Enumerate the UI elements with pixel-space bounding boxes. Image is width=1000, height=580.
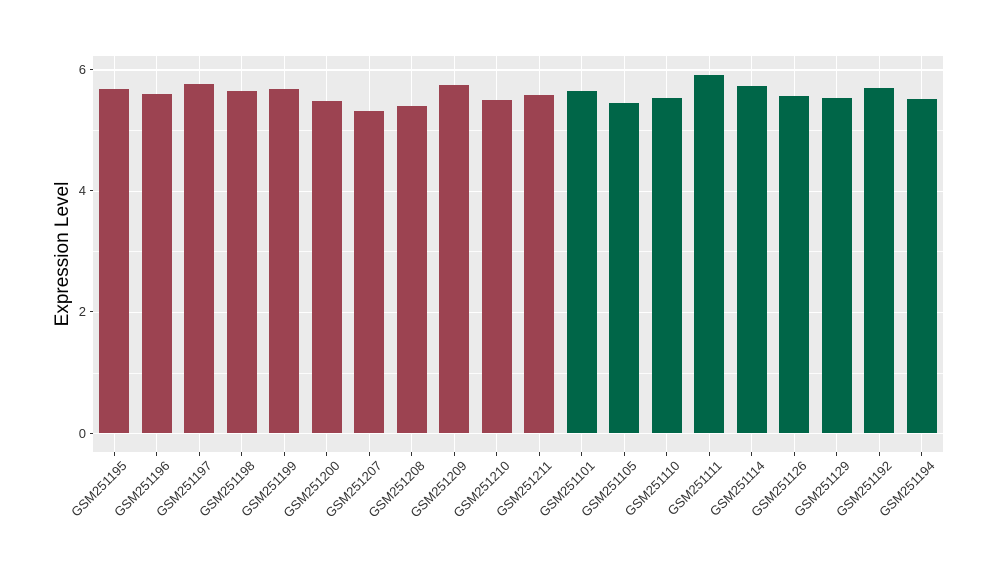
x-tick-mark [836,452,838,456]
y-tick-mark [89,432,93,434]
x-tick-mark [411,452,413,456]
x-tick-mark [793,452,795,456]
bar-GSM251111 [694,74,725,434]
x-tick-mark [496,452,498,456]
gridline-major-y [93,69,943,71]
y-tick-label: 2 [78,304,86,320]
bar-GSM251192 [864,88,895,434]
x-tick-mark [921,452,923,456]
bar-GSM251105 [609,103,640,434]
x-tick-mark [198,452,200,456]
bar-GSM251194 [906,99,937,434]
bar-GSM251207 [354,111,385,434]
x-tick-mark [241,452,243,456]
x-tick-mark [368,452,370,456]
bar-GSM251129 [821,98,852,434]
bar-GSM251210 [481,99,512,434]
bar-GSM251114 [736,86,767,434]
bar-GSM251209 [439,85,470,434]
x-tick-mark [326,452,328,456]
bar-GSM251126 [779,96,810,434]
x-tick-mark [581,452,583,456]
plot-area [93,56,943,452]
bar-GSM251199 [269,89,300,434]
bar-GSM251197 [184,83,215,434]
bar-GSM251208 [396,105,427,434]
gridline-major-y [93,433,943,435]
y-axis-title: Expression Level [52,181,73,327]
gridline-minor-y [93,372,943,374]
y-tick-mark [89,190,93,192]
y-tick-label: 4 [78,183,86,199]
gridline-minor-y [93,251,943,253]
x-tick-mark [113,452,115,456]
y-tick-mark [89,311,93,313]
x-tick-mark [538,452,540,456]
bar-GSM251195 [99,89,130,434]
x-tick-mark [156,452,158,456]
gridline-major-y [93,190,943,192]
bar-GSM251198 [226,90,257,434]
y-tick-label: 0 [78,425,86,441]
x-tick-mark [878,452,880,456]
x-tick-mark [708,452,710,456]
x-tick-mark [453,452,455,456]
y-tick-label: 6 [78,61,86,77]
x-tick-mark [283,452,285,456]
x-tick-mark [666,452,668,456]
bar-GSM251101 [566,91,597,434]
x-tick-mark [623,452,625,456]
x-tick-mark [751,452,753,456]
gridline-major-y [93,311,943,314]
bar-GSM251200 [311,101,342,434]
bar-GSM251196 [141,93,172,434]
y-tick-mark [89,68,93,70]
bar-GSM251211 [524,94,555,434]
gridline-minor-y [93,129,943,131]
bar-GSM251110 [651,98,682,434]
